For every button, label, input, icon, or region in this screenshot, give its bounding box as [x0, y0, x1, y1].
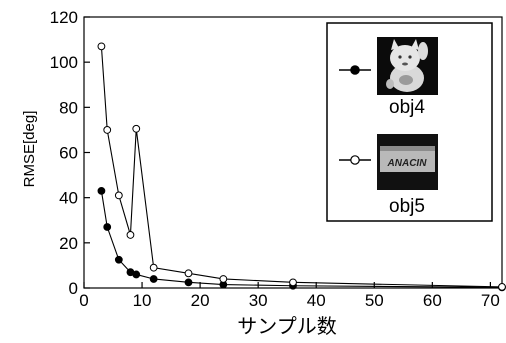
- x-axis-label: サンプル数: [237, 314, 336, 338]
- y-tick-label: 0: [69, 279, 78, 298]
- data-point-obj4: [132, 270, 141, 279]
- y-tick-label: 60: [59, 144, 78, 163]
- series-layer: [97, 42, 506, 292]
- data-point-obj5: [97, 42, 106, 51]
- legend-label-obj4: obj4: [389, 97, 425, 118]
- legend-label-obj5: obj5: [389, 196, 425, 217]
- data-point-obj4: [97, 186, 106, 195]
- data-point-obj5: [289, 278, 297, 287]
- legend-thumbnail-obj5: ANACIN: [377, 134, 438, 190]
- series-line-obj5: [100, 46, 503, 288]
- data-point-obj4: [114, 255, 123, 264]
- y-tick-label: 120: [50, 8, 78, 27]
- y-tick-label: 40: [59, 189, 78, 208]
- data-point-obj5: [498, 282, 506, 291]
- y-tick-label: 100: [50, 53, 78, 72]
- x-tick-label: 40: [307, 291, 326, 310]
- legend-thumbnail-obj5-text: ANACIN: [387, 158, 428, 169]
- data-point-obj5: [126, 231, 135, 239]
- y-axis-label: RMSE[deg]: [21, 111, 38, 188]
- x-tick-label: 20: [191, 291, 210, 310]
- legend-marker-obj4: [350, 65, 360, 75]
- x-tick-label: 60: [423, 291, 442, 310]
- data-point-obj5: [219, 275, 228, 283]
- x-tick-label: 50: [365, 291, 384, 310]
- data-point-obj5: [114, 191, 123, 200]
- y-tick-label: 80: [59, 98, 78, 117]
- ticks: 0 10 20 30 40 50 60 70 0 20 40 60 80 100 120: [50, 8, 500, 310]
- legend-marker-obj5: [350, 155, 360, 165]
- legend: obj4 ANACIN obj5: [326, 22, 493, 222]
- data-point-obj4: [149, 275, 158, 283]
- data-point-obj5: [184, 269, 193, 278]
- x-tick-label: 0: [79, 291, 88, 310]
- data-point-obj5: [103, 126, 112, 134]
- legend-thumbnail-obj4: [377, 37, 438, 95]
- data-point-obj5: [132, 124, 141, 133]
- series-line-obj4: [100, 190, 503, 288]
- data-point-obj4: [103, 223, 112, 231]
- x-tick-label: 30: [249, 291, 268, 310]
- data-point-obj4: [184, 278, 193, 287]
- x-tick-label: 10: [133, 291, 152, 310]
- data-point-obj5: [149, 263, 158, 272]
- x-tick-label: 70: [481, 291, 500, 310]
- y-tick-label: 20: [59, 234, 78, 253]
